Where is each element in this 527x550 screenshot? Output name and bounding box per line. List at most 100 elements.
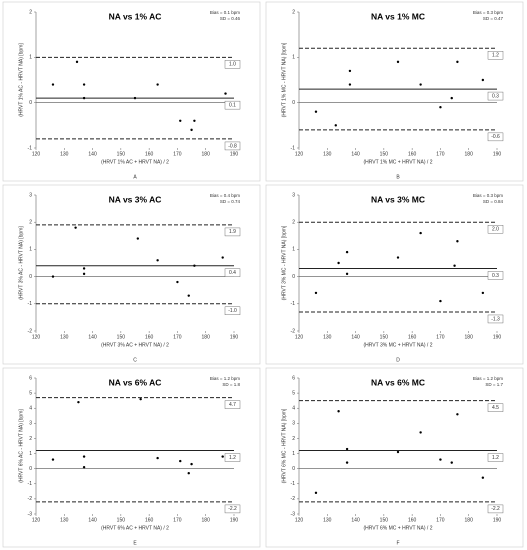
- x-tick-label: 140: [351, 151, 360, 157]
- x-tick-label: 190: [230, 151, 239, 157]
- y-tick-label: 4: [292, 406, 295, 412]
- x-tick-label: 190: [493, 334, 502, 340]
- x-tick-label: 170: [436, 517, 445, 523]
- reference-label-box: [224, 268, 241, 277]
- reference-label-box: [224, 504, 241, 514]
- x-tick-label: 160: [408, 517, 417, 523]
- data-point: [314, 110, 318, 113]
- data-point: [51, 83, 55, 86]
- data-point: [453, 264, 456, 267]
- reference-label: 2.0: [492, 227, 499, 233]
- data-point: [345, 272, 349, 276]
- data-point: [450, 461, 453, 464]
- data-point: [133, 96, 137, 100]
- annotation: SD = 0.46: [220, 16, 241, 21]
- x-tick-label: 130: [323, 334, 332, 340]
- x-tick-label: 150: [117, 151, 126, 157]
- x-tick-label: 180: [465, 334, 474, 340]
- panel-frame: [265, 184, 524, 365]
- y-tick-label: 0: [29, 466, 32, 472]
- y-tick-label: -1: [28, 481, 33, 487]
- reference-label: 1.9: [229, 229, 236, 235]
- panel-frame: [2, 1, 261, 182]
- data-point: [348, 69, 352, 73]
- y-tick-label: 6: [29, 375, 32, 381]
- x-tick-label: 130: [60, 151, 69, 157]
- reference-label: -1.3: [491, 316, 500, 322]
- y-tick-label: 1: [292, 55, 295, 61]
- data-point: [224, 92, 227, 95]
- data-point: [156, 456, 159, 460]
- annotation: SD = 0.47: [483, 16, 504, 21]
- x-tick-label: 170: [173, 334, 182, 340]
- reference-label: -0.6: [491, 134, 500, 140]
- data-point: [337, 261, 340, 265]
- y-tick-label: 0: [292, 100, 295, 106]
- y-tick-label: 0: [29, 100, 32, 106]
- x-axis-label: (HRVT 3% AC + HRVT NA) / 2: [101, 342, 169, 348]
- x-tick-label: 140: [88, 517, 97, 523]
- x-tick-label: 190: [230, 517, 239, 523]
- y-axis-label: (HRVT 1% AC - HRVT NA) [bpm]: [18, 43, 24, 117]
- reference-label: 0.3: [492, 273, 499, 279]
- panel-label: F: [396, 540, 399, 546]
- data-point: [456, 60, 459, 64]
- data-point: [439, 299, 442, 303]
- data-point: [190, 128, 193, 132]
- y-tick-label: 4: [29, 406, 32, 412]
- chart-title: NA vs 1% MC: [371, 11, 425, 21]
- data-point: [156, 259, 159, 262]
- data-point: [439, 458, 442, 461]
- data-point: [193, 119, 196, 123]
- y-tick-label: 0: [29, 274, 32, 280]
- panel: -3 -2 -1 0 1 2 3 4 5 6 120 130 140 150 160 170 180 190 4.5…: [265, 367, 524, 548]
- panel-label: C: [133, 357, 137, 363]
- data-point: [82, 465, 86, 469]
- y-tick-label: 2: [29, 220, 32, 226]
- data-point: [345, 461, 349, 464]
- x-tick-label: 120: [295, 517, 304, 523]
- x-tick-label: 180: [202, 334, 211, 340]
- data-point: [456, 240, 459, 243]
- y-tick-label: 3: [292, 192, 295, 198]
- data-point: [348, 83, 352, 86]
- x-tick-label: 150: [117, 517, 126, 523]
- reference-label: 1.2: [492, 53, 499, 59]
- x-tick-label: 190: [493, 517, 502, 523]
- x-tick-label: 170: [173, 517, 182, 523]
- reference-label-box: [487, 314, 504, 324]
- y-tick-label: 3: [29, 192, 32, 198]
- x-tick-label: 130: [323, 151, 332, 157]
- x-tick-label: 180: [202, 151, 211, 157]
- chart-title: NA vs 1% AC: [109, 11, 162, 21]
- x-tick-label: 140: [351, 517, 360, 523]
- data-point: [51, 458, 55, 461]
- x-tick-label: 120: [295, 334, 304, 340]
- annotation: Bias = 1.2 bpm: [210, 376, 240, 381]
- reference-label: 4.7: [229, 402, 236, 408]
- chart-title: NA vs 6% AC: [109, 377, 162, 387]
- y-axis-label: (HRVT 6% AC - HRVT NA) [bpm]: [18, 409, 24, 483]
- reference-label-box: [487, 225, 504, 234]
- x-tick-label: 160: [145, 517, 154, 523]
- x-tick-label: 190: [230, 334, 239, 340]
- x-tick-label: 120: [32, 334, 41, 340]
- y-tick-label: 3: [29, 421, 32, 427]
- y-tick-label: 2: [292, 436, 295, 442]
- reference-label-box: [487, 132, 504, 142]
- panel: -1 0 1 2 120 130 140 150 160 170 180 190 1.0 0.1 -0.8 N…: [2, 1, 261, 182]
- reference-label: 0.3: [492, 93, 499, 99]
- y-tick-label: -3: [291, 511, 296, 517]
- reference-label: 0.4: [229, 270, 236, 276]
- x-tick-label: 150: [380, 151, 389, 157]
- data-point: [314, 291, 318, 295]
- data-point: [82, 267, 86, 270]
- y-tick-label: 2: [29, 436, 32, 442]
- data-point: [51, 275, 55, 278]
- y-tick-label: -1: [291, 145, 296, 151]
- reference-label-box: [487, 453, 504, 462]
- x-tick-label: 140: [88, 151, 97, 157]
- data-point: [419, 231, 422, 235]
- reference-label-box: [224, 60, 241, 69]
